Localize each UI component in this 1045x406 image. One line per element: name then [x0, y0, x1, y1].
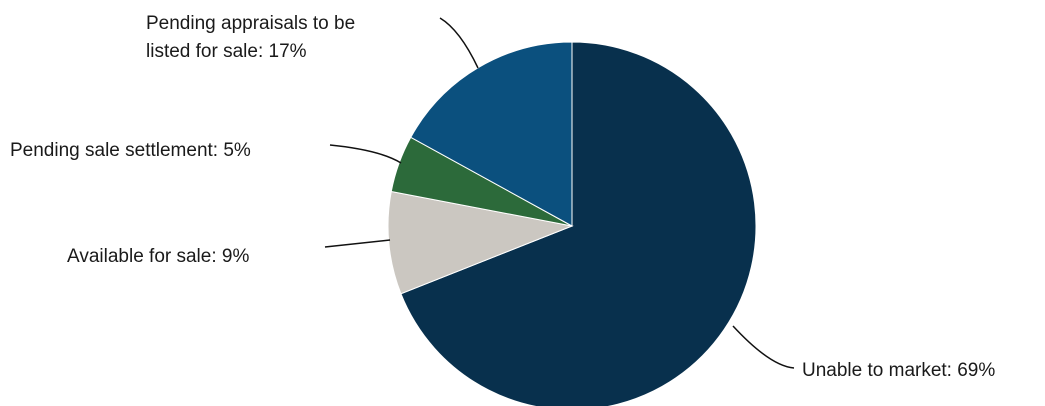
leader-lines [324, 17, 795, 369]
pie-slice-unable-to-market [400, 41, 757, 406]
leader-line-available-for-sale [324, 239, 391, 248]
pie-slice-available-for-sale [387, 190, 574, 295]
label-available-for-sale: Available for sale: 9% [67, 246, 249, 267]
label-unable-to-market: Unable to market: 69% [802, 360, 995, 381]
label-pending-appraisals-line-2: listed for sale: 17% [146, 41, 307, 62]
slice-labels: Unable to market: 69% Available for sale… [10, 13, 995, 381]
leader-line-pending-sale-settlement [329, 144, 402, 164]
leader-line-pending-appraisals [439, 17, 479, 69]
label-pending-sale-settlement: Pending sale settlement: 5% [10, 140, 251, 161]
leader-line-unable-to-market [732, 325, 795, 369]
label-pending-appraisals-line-1: Pending appraisals to be [146, 13, 355, 34]
pie-slices [387, 41, 757, 406]
